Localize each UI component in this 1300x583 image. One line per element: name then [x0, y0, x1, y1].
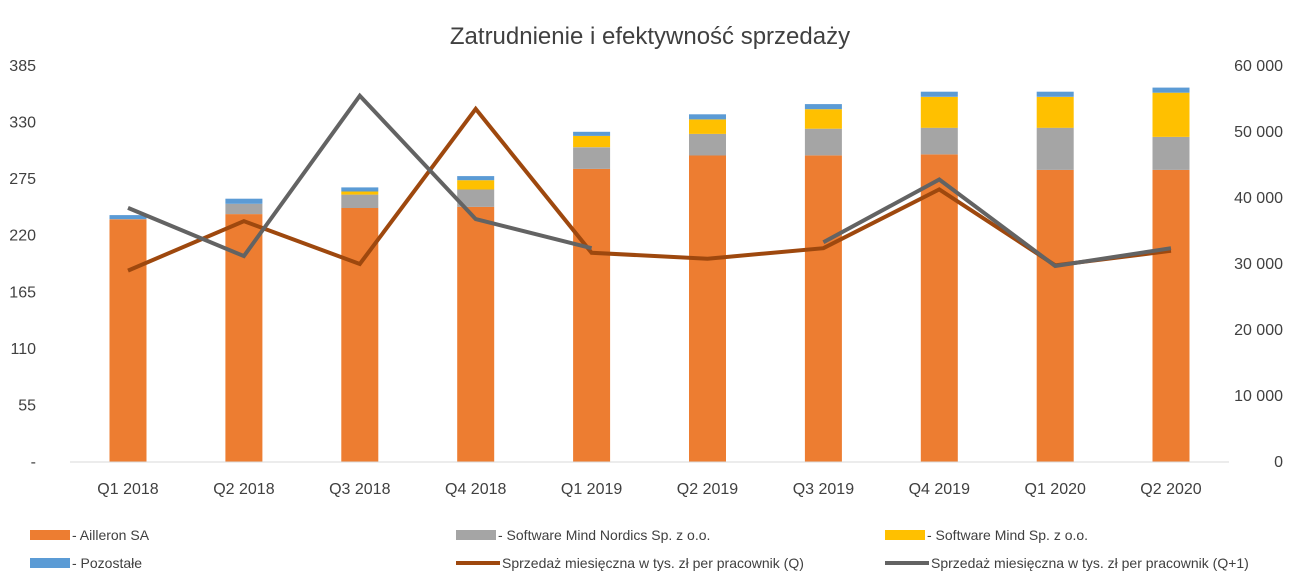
x-tick-label-6: Q3 2019	[793, 481, 854, 498]
bar-segment-s3-9	[1152, 87, 1190, 93]
bar-segment-s2-4	[573, 135, 611, 148]
legend-label-software-mind-nordics: - Software Mind Nordics Sp. z o.o.	[498, 527, 711, 543]
left-axis-tick-label-2: 110	[10, 341, 36, 358]
legend-item-pozostale: - Pozostałe	[30, 555, 142, 571]
bar-segment-s0-4	[573, 168, 611, 462]
left-axis-tick-label-7: 385	[9, 58, 36, 75]
bar-segment-s3-2	[341, 187, 379, 192]
axes-layer: Q1 2018 Q2 2018 Q3 2018 Q4 2018 Q1 2019 Q2 20…	[9, 58, 1283, 498]
legend-swatch-ailleron	[30, 530, 70, 540]
bar-segment-s2-6	[804, 109, 842, 129]
bar-segment-s1-9	[1152, 137, 1190, 170]
legend-item-software-mind: - Software Mind Sp. z o.o.	[885, 527, 1088, 543]
left-axis-tick-label-5: 275	[9, 171, 36, 188]
left-axis-tick-label-3: 165	[9, 284, 36, 301]
bar-segment-s3-3	[457, 176, 495, 181]
legend-label-sales-q: Sprzedaż miesięczna w tys. zł per pracow…	[502, 555, 804, 571]
bar-segment-s1-2	[341, 194, 379, 208]
legend-swatch-pozostale	[30, 558, 70, 568]
bar-segment-s0-9	[1152, 169, 1190, 462]
chart-title: Zatrudnienie i efektywność sprzedaży	[450, 23, 850, 50]
legend-label-sales-q1: Sprzedaż miesięczna w tys. zł per pracow…	[931, 555, 1249, 571]
right-axis-tick-label-2: 20 000	[1234, 322, 1283, 339]
line-series-1-segment-0	[127, 92, 593, 259]
x-tick-label-8: Q1 2020	[1025, 481, 1086, 498]
legend-label-software-mind: - Software Mind Sp. z o.o.	[927, 527, 1089, 543]
x-tick-label-0: Q1 2018	[97, 481, 158, 498]
bar-segment-s3-7	[920, 91, 958, 97]
bar-segment-s3-8	[1036, 91, 1074, 97]
bar-segment-s0-3	[457, 206, 495, 462]
x-tick-label-1: Q2 2018	[213, 481, 274, 498]
bar-segment-s2-7	[920, 96, 958, 128]
legend-swatch-sales-q	[456, 561, 500, 565]
bar-segment-s3-0	[109, 215, 147, 220]
bar-segment-s0-5	[689, 155, 726, 462]
lines-layer	[127, 92, 1172, 273]
right-axis-tick-label-6: 60 000	[1234, 58, 1283, 75]
legend-swatch-software-mind-nordics	[456, 530, 496, 540]
right-axis-tick-label-3: 30 000	[1234, 256, 1283, 273]
left-axis-tick-label-1: 55	[18, 397, 36, 414]
bar-segment-s0-8	[1036, 169, 1074, 462]
bar-segment-s2-2	[341, 191, 379, 195]
left-axis-tick-label-6: 330	[9, 115, 36, 132]
right-axis-tick-label-4: 40 000	[1234, 190, 1283, 207]
legend-swatch-sales-q1	[885, 561, 929, 565]
bar-segment-s1-8	[1036, 127, 1074, 170]
left-axis-tick-label-4: 220	[9, 228, 36, 245]
bar-segment-s1-1	[225, 203, 263, 215]
bar-segment-s2-3	[457, 180, 495, 190]
legend-swatch-software-mind	[885, 530, 925, 540]
bar-segment-s0-6	[804, 155, 842, 462]
legend-item-sales-q: Sprzedaż miesięczna w tys. zł per pracow…	[456, 555, 804, 571]
bar-segment-s1-7	[920, 127, 958, 155]
legend-item-software-mind-nordics: - Software Mind Nordics Sp. z o.o.	[456, 527, 710, 543]
x-tick-label-2: Q3 2018	[329, 481, 390, 498]
left-axis-tick-label-0: -	[31, 454, 36, 471]
legend-label-pozostale: - Pozostałe	[72, 555, 143, 571]
bar-segment-s1-4	[573, 147, 611, 169]
bar-segment-s3-5	[689, 114, 726, 120]
bar-segment-s2-8	[1036, 96, 1074, 128]
x-tick-label-9: Q2 2020	[1140, 481, 1201, 498]
x-tick-label-4: Q1 2019	[561, 481, 622, 498]
line-series-1-segment-1	[822, 177, 1172, 269]
line-series-0-segment-0	[127, 105, 1172, 273]
x-tick-label-5: Q2 2019	[677, 481, 738, 498]
right-axis-tick-label-5: 50 000	[1234, 124, 1283, 141]
bar-segment-s1-3	[457, 189, 495, 207]
bar-segment-s1-5	[689, 133, 726, 156]
bar-segment-s3-1	[225, 198, 263, 204]
bar-segment-s2-9	[1152, 92, 1190, 137]
bar-segment-s2-5	[689, 119, 726, 134]
legend-label-ailleron: - Ailleron SA	[72, 527, 150, 543]
bars-layer	[109, 87, 1190, 462]
right-axis-tick-label-0: 0	[1274, 454, 1283, 471]
legend-item-sales-q1: Sprzedaż miesięczna w tys. zł per pracow…	[885, 555, 1249, 571]
bar-segment-s0-0	[109, 219, 147, 462]
right-axis-tick-label-1: 10 000	[1234, 388, 1283, 405]
bar-segment-s3-6	[804, 104, 842, 110]
bar-segment-s0-7	[920, 154, 958, 462]
bar-segment-s1-6	[804, 128, 842, 156]
x-tick-label-3: Q4 2018	[445, 481, 506, 498]
legend-item-ailleron: - Ailleron SA	[30, 527, 149, 543]
x-tick-label-7: Q4 2019	[909, 481, 970, 498]
bar-segment-s3-4	[573, 131, 611, 136]
